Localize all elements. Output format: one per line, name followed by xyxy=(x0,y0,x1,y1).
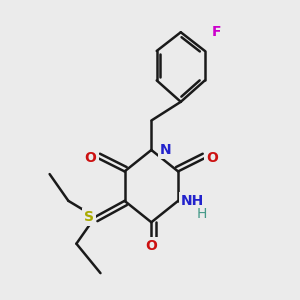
Text: O: O xyxy=(85,151,97,165)
Text: NH: NH xyxy=(181,194,204,208)
Text: O: O xyxy=(206,151,218,165)
Text: N: N xyxy=(160,143,172,157)
Text: S: S xyxy=(84,210,94,224)
Text: H: H xyxy=(197,207,207,221)
Text: F: F xyxy=(212,25,221,39)
Text: O: O xyxy=(146,239,157,253)
